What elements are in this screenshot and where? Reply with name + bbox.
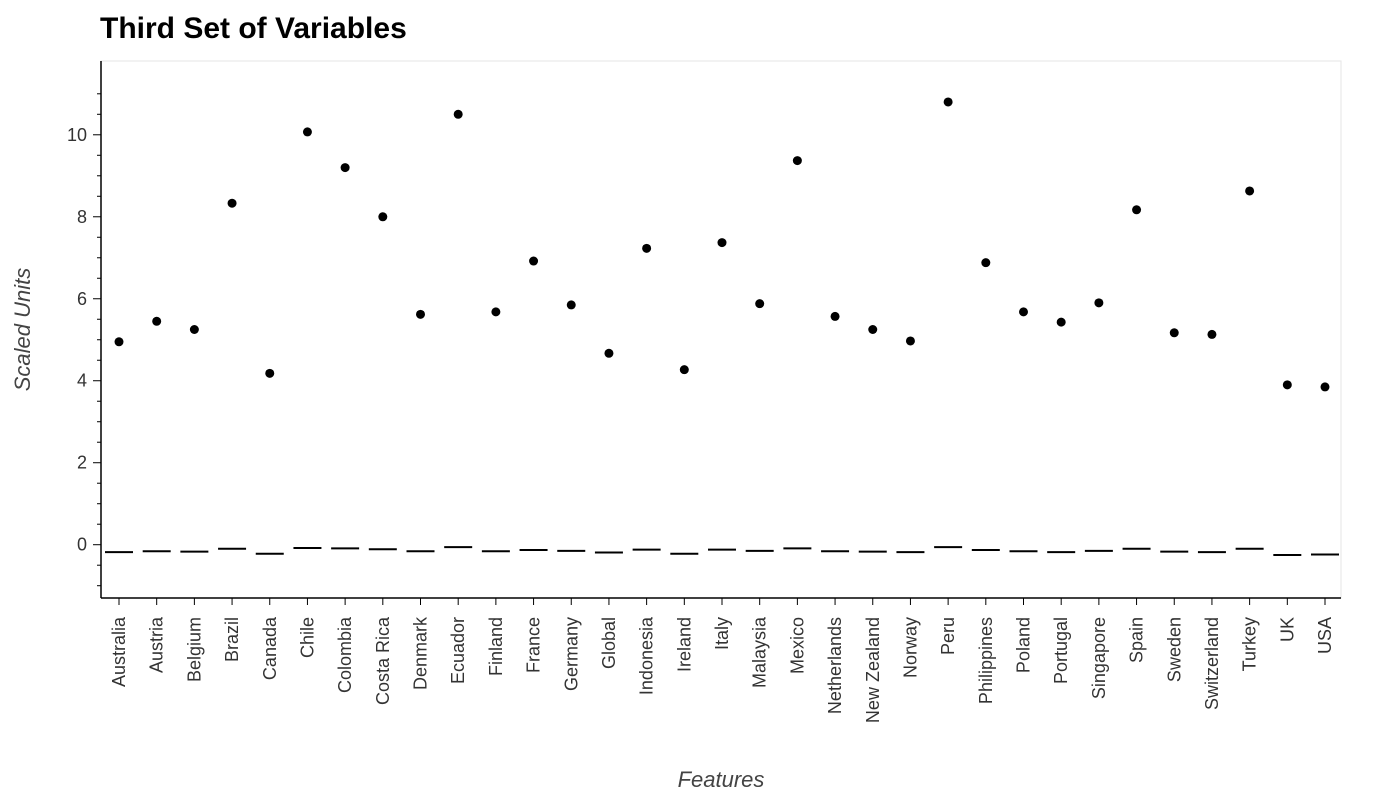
- data-point: [755, 299, 765, 309]
- data-point: [981, 258, 991, 268]
- y-axis-label: Scaled Units: [10, 268, 35, 392]
- data-point: [1320, 382, 1330, 392]
- x-tick-label: Turkey: [1240, 617, 1260, 671]
- data-point: [717, 238, 727, 248]
- x-tick-label: Austria: [147, 616, 167, 673]
- x-tick-label: Indonesia: [637, 616, 657, 695]
- x-tick-label: Costa Rica: [373, 616, 393, 705]
- x-tick-label: Ecuador: [448, 617, 468, 684]
- x-tick-label: France: [524, 617, 544, 673]
- x-tick-label: Ireland: [674, 617, 694, 672]
- data-point: [453, 109, 463, 119]
- y-tick-label: 0: [77, 535, 87, 555]
- data-point: [416, 309, 425, 319]
- x-tick-label: Netherlands: [825, 617, 845, 714]
- data-point: [642, 243, 652, 253]
- y-tick-label: 10: [67, 125, 87, 145]
- data-point: [905, 336, 915, 346]
- data-point: [1282, 380, 1292, 390]
- data-point: [792, 156, 802, 166]
- data-point: [1132, 205, 1142, 215]
- chart-title: Third Set of Variables: [100, 12, 407, 45]
- data-point: [378, 212, 388, 222]
- data-point: [265, 368, 275, 378]
- x-tick-label: Malaysia: [750, 616, 770, 688]
- data-point: [604, 348, 614, 358]
- data-point: [830, 311, 840, 321]
- x-tick-label: Germany: [561, 617, 581, 691]
- data-point: [566, 300, 576, 310]
- data-point: [943, 97, 953, 107]
- data-point: [529, 256, 539, 266]
- data-point: [114, 337, 124, 347]
- x-tick-label: Mexico: [787, 617, 807, 674]
- x-tick-label: Sweden: [1164, 617, 1184, 682]
- y-tick-label: 2: [77, 453, 87, 473]
- points-layer: [114, 97, 1330, 392]
- x-axis: Australia Austria Belgium Brazil Canada Chile…: [101, 597, 1341, 723]
- x-tick-label: UK: [1277, 617, 1297, 642]
- x-tick-label: New Zealand: [863, 617, 883, 723]
- x-tick-label: Italy: [712, 617, 732, 650]
- x-axis-label: Features: [678, 767, 765, 792]
- x-tick-label: Australia: [109, 616, 129, 687]
- data-point: [679, 365, 689, 375]
- x-tick-label: Global: [599, 617, 619, 669]
- data-point: [868, 325, 878, 334]
- data-point: [1094, 298, 1104, 308]
- x-tick-label: Portugal: [1051, 617, 1071, 684]
- data-point: [1245, 186, 1255, 196]
- dashes-layer: [105, 546, 1339, 556]
- x-tick-label: Belgium: [184, 617, 204, 682]
- x-tick-label: Chile: [297, 617, 317, 658]
- data-point: [302, 127, 312, 137]
- data-point: [491, 307, 501, 317]
- x-tick-label: USA: [1315, 617, 1335, 654]
- x-tick-label: Philippines: [976, 617, 996, 704]
- data-point: [1207, 329, 1217, 339]
- y-tick-label: 6: [77, 289, 87, 309]
- data-point: [1169, 328, 1179, 338]
- data-point: [1056, 317, 1066, 327]
- data-point: [1019, 307, 1028, 317]
- x-tick-label: Singapore: [1089, 617, 1109, 699]
- x-tick-label: Peru: [938, 617, 958, 655]
- plot-frame: [100, 60, 1342, 599]
- data-point: [152, 316, 162, 326]
- y-tick-label: 8: [77, 207, 87, 227]
- x-tick-label: Switzerland: [1202, 617, 1222, 710]
- data-point: [340, 163, 350, 173]
- x-tick-label: Brazil: [222, 617, 242, 662]
- data-point: [227, 198, 237, 208]
- x-tick-label: Spain: [1127, 617, 1147, 663]
- x-tick-label: Denmark: [411, 616, 431, 690]
- x-tick-label: Finland: [486, 617, 506, 676]
- x-tick-label: Colombia: [335, 616, 355, 693]
- x-tick-label: Norway: [900, 617, 920, 678]
- data-point: [189, 325, 199, 334]
- y-axis: 0 2 4 6 8 10: [67, 61, 102, 598]
- x-tick-label: Poland: [1014, 617, 1034, 673]
- x-tick-label: Canada: [260, 616, 280, 680]
- y-tick-label: 4: [77, 371, 87, 391]
